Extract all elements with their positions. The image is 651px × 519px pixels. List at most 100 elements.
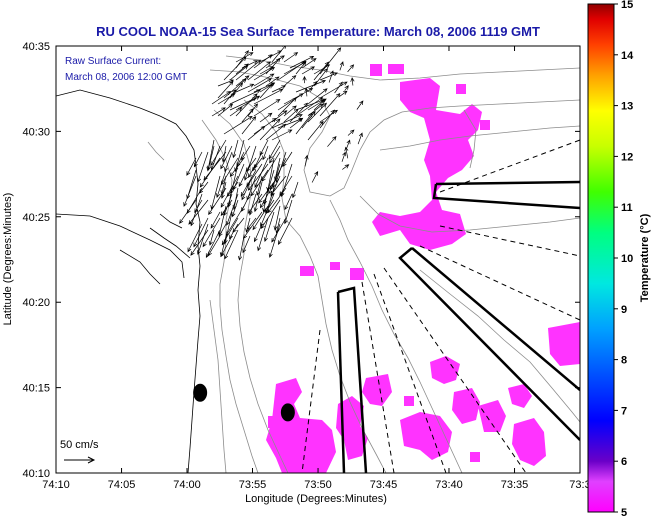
current-vector [339, 61, 344, 71]
current-vector [345, 139, 351, 150]
current-vector [256, 175, 263, 196]
bathymetry-contours [147, 55, 580, 473]
current-vector [347, 64, 355, 73]
black-dots [193, 383, 295, 422]
current-vector [210, 211, 221, 229]
current-vector [307, 81, 318, 92]
x-tick-label: 73:50 [304, 479, 332, 491]
current-vector [190, 229, 209, 256]
current-vector [311, 170, 319, 183]
current-vector [289, 55, 315, 69]
current-vector [282, 151, 293, 167]
sst-patch [268, 416, 280, 428]
current-vector [271, 114, 303, 129]
current-label: Raw Surface Current: [65, 56, 161, 67]
current-vector [193, 217, 209, 248]
sst-patch-south-center [336, 396, 368, 460]
current-vector [245, 157, 257, 172]
current-vector [221, 217, 239, 246]
current-vector [217, 103, 234, 117]
current-vector [319, 47, 342, 75]
colorbar-tick-label: 8 [621, 355, 627, 367]
current-vector [229, 157, 245, 177]
current-vector [338, 90, 348, 98]
current-vector [283, 75, 297, 87]
colorbar-tick-label: 14 [621, 50, 634, 62]
current-vector [307, 88, 328, 105]
sst-patch [330, 262, 340, 270]
current-vector [241, 60, 259, 69]
current-vector [289, 117, 304, 129]
current-vector [253, 99, 281, 117]
sst-patch [388, 64, 404, 74]
current-vector [301, 66, 315, 75]
current-vector [232, 163, 245, 191]
current-vector [226, 181, 239, 198]
black-dot [193, 383, 208, 402]
current-vector [247, 193, 263, 214]
colorbar-ticks: 5 6 7 8 9 10 11 12 13 14 15 [614, 0, 634, 519]
current-vector [220, 145, 233, 170]
current-vector [220, 235, 233, 258]
current-vector [186, 157, 197, 176]
black-dot [280, 403, 295, 422]
x-tick-label: 74:10 [42, 479, 70, 491]
current-vector [259, 83, 273, 99]
current-vector [302, 75, 307, 84]
current-vector [342, 164, 350, 170]
sst-patch [456, 84, 466, 94]
current-vector [235, 95, 261, 111]
current-vector [295, 79, 327, 93]
current-vector [344, 85, 349, 91]
current-vector [261, 151, 281, 182]
y-tick-label: 40:35 [22, 41, 50, 53]
sst-patch-south-east [430, 356, 460, 384]
current-vector [259, 66, 274, 75]
current-vector [235, 83, 255, 93]
current-vector [344, 146, 349, 159]
current-vector [244, 145, 257, 181]
current-vector [194, 199, 203, 213]
current-vector [235, 93, 258, 117]
current-vector [265, 76, 280, 87]
sst-patch-south-center-2 [362, 374, 392, 406]
x-axis-label: Longitude (Degrees:Minutes) [245, 493, 387, 505]
current-vector [307, 102, 327, 123]
current-vector [187, 223, 203, 253]
current-vector [241, 108, 254, 123]
current-vector [265, 57, 281, 75]
x-tick-label: 74:05 [108, 479, 136, 491]
sst-patch-south-east-5 [508, 384, 532, 408]
current-vector [250, 169, 269, 197]
y-tick-label: 40:20 [22, 297, 50, 309]
colorbar-label: Temperature (°C) [639, 213, 651, 302]
sst-patch [470, 452, 480, 462]
current-vector [347, 129, 355, 136]
current-vector [262, 187, 269, 213]
x-tick-label: 73:40 [435, 479, 463, 491]
colorbar-tick-label: 13 [621, 101, 633, 113]
sst-patches [266, 64, 580, 473]
current-vector [328, 70, 334, 83]
chart-title: RU COOL NOAA-15 Sea Surface Temperature:… [96, 24, 540, 39]
colorbar-tick-label: 11 [621, 202, 633, 214]
current-vector [220, 157, 239, 186]
current-vector [199, 181, 209, 194]
current-vector [245, 217, 251, 233]
scale-label: 50 cm/s [60, 439, 99, 451]
colorbar-tick-label: 10 [621, 253, 633, 265]
current-vector [268, 223, 281, 258]
current-vector [304, 154, 309, 167]
x-tick-label: 74:00 [173, 479, 201, 491]
current-vector [188, 199, 209, 225]
current-vector [301, 58, 317, 69]
current-vector [207, 235, 221, 257]
current-vector [218, 223, 227, 237]
colorbar-tick-label: 5 [621, 507, 627, 519]
current-vector [263, 211, 275, 242]
current-vector [253, 181, 263, 213]
current-vector [259, 112, 273, 123]
current-vector [319, 109, 335, 129]
current-vector [235, 59, 262, 81]
